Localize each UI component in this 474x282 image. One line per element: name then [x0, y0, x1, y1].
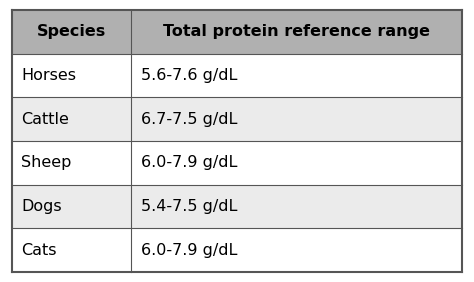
Text: Dogs: Dogs — [21, 199, 62, 214]
Text: Sheep: Sheep — [21, 155, 72, 170]
Text: Horses: Horses — [21, 68, 76, 83]
Text: Cats: Cats — [21, 243, 57, 258]
Bar — [12, 97, 462, 141]
Text: 5.6-7.6 g/dL: 5.6-7.6 g/dL — [141, 68, 237, 83]
Text: 6.0-7.9 g/dL: 6.0-7.9 g/dL — [141, 155, 237, 170]
Text: 5.4-7.5 g/dL: 5.4-7.5 g/dL — [141, 199, 237, 214]
Text: Total protein reference range: Total protein reference range — [163, 24, 430, 39]
Text: 6.0-7.9 g/dL: 6.0-7.9 g/dL — [141, 243, 237, 258]
Text: Species: Species — [37, 24, 106, 39]
Bar — [12, 54, 462, 97]
Text: 6.7-7.5 g/dL: 6.7-7.5 g/dL — [141, 112, 237, 127]
Bar — [12, 185, 462, 228]
Bar — [12, 141, 462, 185]
Text: Cattle: Cattle — [21, 112, 69, 127]
Bar — [12, 228, 462, 272]
Bar — [12, 10, 462, 54]
